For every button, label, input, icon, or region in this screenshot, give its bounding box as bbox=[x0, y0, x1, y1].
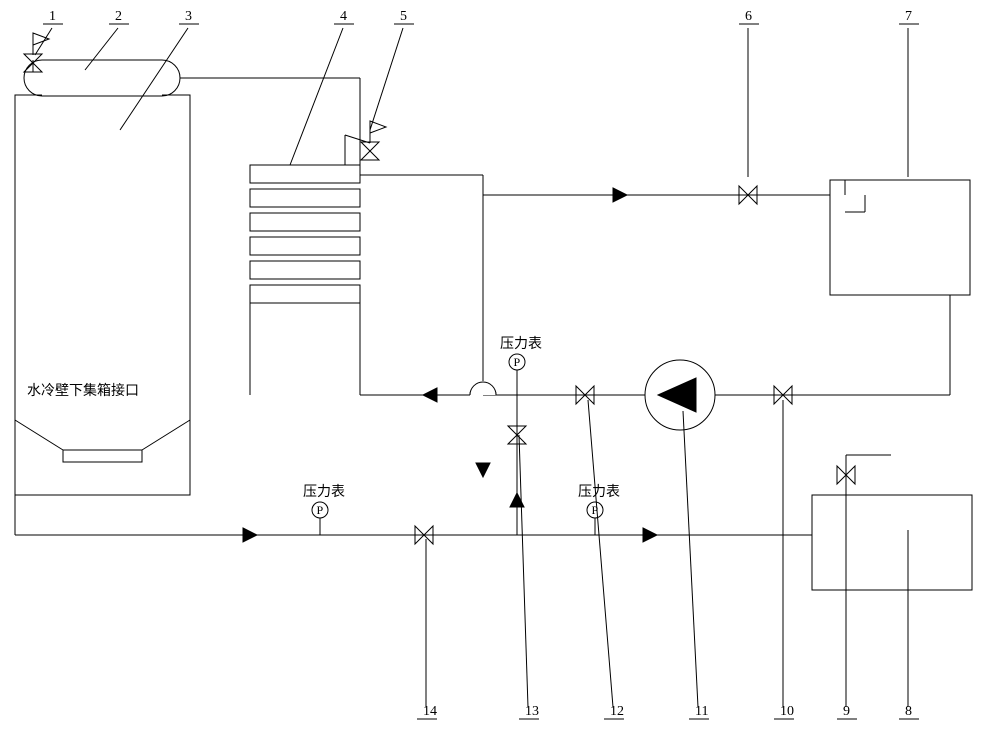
gauge-label: 压力表 bbox=[500, 336, 542, 352]
callout-8: 8 bbox=[905, 704, 912, 719]
callout-5: 5 bbox=[400, 9, 407, 24]
callout-10: 10 bbox=[780, 704, 794, 719]
svg-text:P: P bbox=[514, 355, 521, 369]
callout-1: 1 bbox=[49, 9, 56, 24]
callout-11: 11 bbox=[695, 704, 708, 719]
callout-7: 7 bbox=[905, 9, 912, 24]
tank-7 bbox=[830, 180, 970, 295]
boiler-label: 水冷壁下集箱接口 bbox=[27, 382, 139, 399]
callout-6: 6 bbox=[745, 9, 752, 24]
svg-text:P: P bbox=[317, 503, 324, 517]
callout-2: 2 bbox=[115, 9, 122, 24]
callout-4: 4 bbox=[340, 9, 347, 24]
gauge-label: 压力表 bbox=[578, 484, 620, 500]
boiler-body bbox=[15, 95, 190, 495]
callout-9: 9 bbox=[843, 704, 850, 719]
callout-12: 12 bbox=[610, 704, 624, 719]
callout-14: 14 bbox=[423, 704, 437, 719]
callout-13: 13 bbox=[525, 704, 539, 719]
gauge-label: 压力表 bbox=[303, 484, 345, 500]
tank-8 bbox=[812, 495, 972, 590]
callout-3: 3 bbox=[185, 9, 192, 24]
piping-diagram: 水冷壁下集箱接口P压力表P压力表P压力表1234567891011121314 bbox=[0, 0, 1000, 736]
